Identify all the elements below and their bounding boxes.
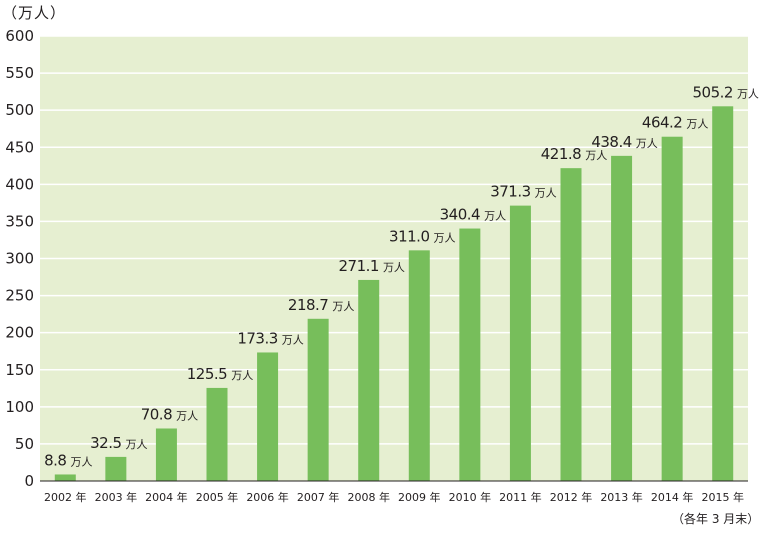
bar (307, 318, 329, 481)
data-label: 8.8 万人 (44, 451, 92, 469)
x-tick-label: 2009 年 (398, 490, 441, 504)
y-tick-label: 250 (5, 287, 34, 305)
y-tick-label: 200 (5, 324, 34, 342)
data-label: 70.8 万人 (141, 405, 198, 423)
data-label: 464.2 万人 (642, 114, 708, 132)
y-tick-label: 400 (5, 175, 34, 193)
data-label: 125.5 万人 (187, 365, 253, 383)
x-tick-label: 2002 年 (44, 490, 87, 504)
data-label: 32.5 万人 (90, 434, 147, 452)
x-tick-label: 2003 年 (95, 490, 138, 504)
y-tick-label: 450 (5, 138, 34, 156)
data-label: 173.3 万人 (237, 329, 303, 347)
y-axis-unit-label: （万人） (2, 4, 67, 22)
bar (155, 428, 177, 481)
bar (105, 456, 127, 481)
data-label: 438.4 万人 (591, 133, 657, 151)
bar (459, 228, 481, 481)
data-label: 371.3 万人 (490, 183, 556, 201)
x-tick-label: 2014 年 (651, 490, 694, 504)
data-label: 311.0 万人 (389, 227, 455, 245)
y-tick-label: 600 (5, 27, 34, 45)
x-tick-label: 2006 年 (246, 490, 289, 504)
data-label: 218.7 万人 (288, 296, 354, 314)
y-tick-label: 100 (5, 398, 34, 416)
y-tick-label: 300 (5, 250, 34, 268)
x-tick-label: 2007 年 (297, 490, 340, 504)
y-tick-label: 550 (5, 64, 34, 82)
x-tick-label: 2015 年 (701, 490, 744, 504)
x-tick-label: 2013 年 (600, 490, 643, 504)
data-label: 421.8 万人 (541, 145, 607, 163)
x-tick-label: 2004 年 (145, 490, 188, 504)
bar (560, 168, 582, 482)
data-label: 340.4 万人 (440, 206, 506, 224)
bar (611, 155, 633, 481)
x-tick-label: 2008 年 (347, 490, 390, 504)
bar (206, 387, 228, 481)
x-tick-label: 2012 年 (550, 490, 593, 504)
bar (54, 474, 76, 481)
y-tick-label: 350 (5, 212, 34, 230)
bar (712, 106, 734, 481)
y-tick-label: 150 (5, 361, 34, 379)
bar (661, 136, 683, 482)
y-tick-label: 50 (15, 435, 34, 453)
y-tick-label: 500 (5, 101, 34, 119)
y-tick-label: 0 (24, 472, 34, 490)
data-label: 505.2 万人 (692, 83, 758, 101)
bar (408, 250, 430, 481)
bar (509, 205, 531, 481)
x-tick-label: 2005 年 (196, 490, 239, 504)
bar (358, 279, 380, 481)
x-tick-label: 2011 年 (499, 490, 542, 504)
date-footnote: （各年 3 月末） (672, 512, 760, 526)
x-tick-label: 2010 年 (449, 490, 492, 504)
bar (257, 352, 279, 481)
data-label: 271.1 万人 (338, 257, 404, 275)
